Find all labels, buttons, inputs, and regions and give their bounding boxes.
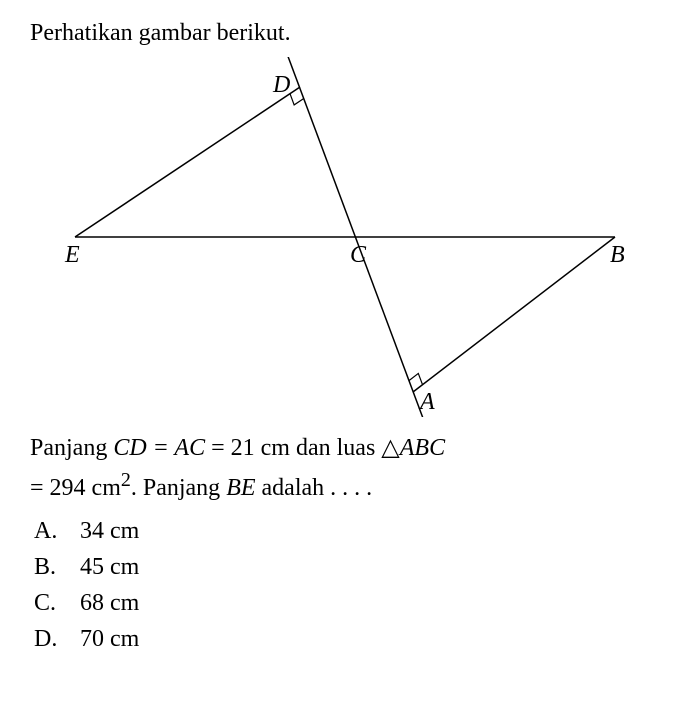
text-triangle: △ — [381, 435, 399, 461]
point-label-c: C — [350, 242, 367, 268]
option-a-text: 34 cm — [80, 513, 139, 549]
text-eq294: = 294 cm — [30, 475, 121, 501]
option-d: D. 70 cm — [34, 621, 659, 657]
text-panjang2: . Panjang — [131, 475, 226, 501]
text-panjang: Panjang — [30, 435, 113, 461]
option-c-letter: C. — [34, 585, 62, 621]
option-d-letter: D. — [34, 621, 62, 657]
option-b-letter: B. — [34, 549, 62, 585]
option-c-text: 68 cm — [80, 585, 139, 621]
option-a-letter: A. — [34, 513, 62, 549]
point-label-e: E — [64, 242, 80, 268]
diagram-svg: E C B D A — [55, 57, 635, 417]
answer-options: A. 34 cm B. 45 cm C. 68 cm D. 70 cm — [30, 513, 659, 657]
option-b: B. 45 cm — [34, 549, 659, 585]
point-label-d: D — [272, 72, 290, 98]
text-eq21: = 21 cm dan luas — [205, 435, 381, 461]
text-abc: ABC — [400, 435, 445, 461]
option-d-text: 70 cm — [80, 621, 139, 657]
problem-statement: Panjang CD = AC = 21 cm dan luas △ABC = … — [30, 432, 659, 505]
option-b-text: 45 cm — [80, 549, 139, 585]
text-cd-ac: CD = AC — [113, 435, 205, 461]
text-squared: 2 — [121, 469, 131, 491]
question-intro: Perhatikan gambar berikut. — [30, 20, 659, 47]
geometry-diagram: E C B D A — [55, 57, 635, 417]
point-label-b: B — [610, 242, 625, 268]
point-label-a: A — [418, 389, 435, 415]
option-c: C. 68 cm — [34, 585, 659, 621]
text-adalah: adalah . . . . — [256, 475, 373, 501]
text-be: BE — [226, 475, 255, 501]
option-a: A. 34 cm — [34, 513, 659, 549]
